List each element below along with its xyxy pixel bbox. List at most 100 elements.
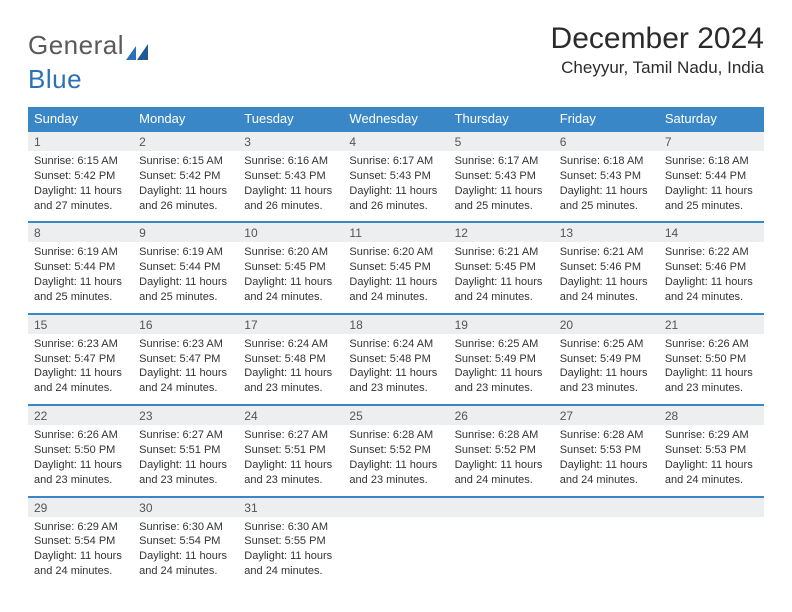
- day-number: 13: [554, 222, 659, 242]
- day-sunrise: Sunrise: 6:16 AM: [244, 154, 337, 169]
- day-d2: and 23 minutes.: [139, 473, 232, 488]
- day-d1: Daylight: 11 hours: [455, 366, 548, 381]
- week-detail-row: Sunrise: 6:23 AM Sunset: 5:47 PM Daylight:…: [28, 334, 764, 405]
- day-detail: Sunrise: 6:19 AMSunset: 5:44 PMDaylight:…: [133, 242, 238, 313]
- day-sunrise: Sunrise: 6:18 AM: [665, 154, 758, 169]
- day-sunset: Sunset: 5:45 PM: [244, 260, 337, 275]
- day-d1: Daylight: 11 hours: [139, 275, 232, 290]
- calendar-page: General December 2024 Cheyyur, Tamil Nad…: [0, 0, 792, 605]
- day-d2: and 26 minutes.: [139, 199, 232, 214]
- day-d1: Daylight: 11 hours: [244, 549, 337, 564]
- day-d2: and 24 minutes.: [560, 290, 653, 305]
- day-d2: and 26 minutes.: [349, 199, 442, 214]
- day-sunset: Sunset: 5:43 PM: [244, 169, 337, 184]
- day-d2: and 24 minutes.: [34, 564, 127, 579]
- day-sunrise: Sunrise: 6:21 AM: [455, 245, 548, 260]
- empty-day: [554, 497, 659, 517]
- day-sunset: Sunset: 5:55 PM: [244, 534, 337, 549]
- day-detail: Sunrise: 6:26 AMSunset: 5:50 PMDaylight:…: [659, 334, 764, 405]
- day-sunrise: Sunrise: 6:27 AM: [244, 428, 337, 443]
- day-d2: and 24 minutes.: [560, 473, 653, 488]
- week-number-row: 293031: [28, 497, 764, 517]
- day-sunset: Sunset: 5:48 PM: [244, 352, 337, 367]
- day-number: 1: [28, 131, 133, 151]
- day-d2: and 23 minutes.: [244, 473, 337, 488]
- day-detail: Sunrise: 6:30 AMSunset: 5:54 PMDaylight:…: [133, 517, 238, 587]
- day-sunrise: Sunrise: 6:23 AM: [34, 337, 127, 352]
- day-sunset: Sunset: 5:43 PM: [349, 169, 442, 184]
- day-d2: and 24 minutes.: [34, 381, 127, 396]
- day-sunset: Sunset: 5:42 PM: [139, 169, 232, 184]
- day-detail: Sunrise: 6:28 AMSunset: 5:53 PMDaylight:…: [554, 425, 659, 496]
- day-sunset: Sunset: 5:44 PM: [34, 260, 127, 275]
- day-detail: Sunrise: 6:28 AMSunset: 5:52 PMDaylight:…: [449, 425, 554, 496]
- day-d1: Daylight: 11 hours: [665, 184, 758, 199]
- day-detail: Sunrise: 6:30 AMSunset: 5:55 PMDaylight:…: [238, 517, 343, 587]
- brand-part1: General: [28, 30, 124, 61]
- day-d2: and 23 minutes.: [244, 381, 337, 396]
- day-d1: Daylight: 11 hours: [244, 458, 337, 473]
- day-sunset: Sunset: 5:54 PM: [139, 534, 232, 549]
- day-sunrise: Sunrise: 6:24 AM: [349, 337, 442, 352]
- day-number: 18: [343, 314, 448, 334]
- day-number: 5: [449, 131, 554, 151]
- dow-saturday: Saturday: [659, 107, 764, 131]
- day-sunrise: Sunrise: 6:27 AM: [139, 428, 232, 443]
- day-sunset: Sunset: 5:50 PM: [34, 443, 127, 458]
- week-number-row: 15161718192021: [28, 314, 764, 334]
- day-detail: Sunrise: 6:20 AMSunset: 5:45 PMDaylight:…: [238, 242, 343, 313]
- day-number: 3: [238, 131, 343, 151]
- day-sunrise: Sunrise: 6:21 AM: [560, 245, 653, 260]
- day-detail: Sunrise: 6:24 AMSunset: 5:48 PMDaylight:…: [238, 334, 343, 405]
- day-sunset: Sunset: 5:54 PM: [34, 534, 127, 549]
- day-d1: Daylight: 11 hours: [665, 366, 758, 381]
- day-detail: Sunrise: 6:17 AMSunset: 5:43 PMDaylight:…: [343, 151, 448, 222]
- empty-day-detail: [343, 517, 448, 587]
- day-d1: Daylight: 11 hours: [34, 275, 127, 290]
- day-sunrise: Sunrise: 6:17 AM: [349, 154, 442, 169]
- day-d1: Daylight: 11 hours: [139, 549, 232, 564]
- day-sunset: Sunset: 5:51 PM: [139, 443, 232, 458]
- day-d1: Daylight: 11 hours: [139, 184, 232, 199]
- day-number: 10: [238, 222, 343, 242]
- day-sunset: Sunset: 5:46 PM: [560, 260, 653, 275]
- day-sunset: Sunset: 5:43 PM: [455, 169, 548, 184]
- day-d1: Daylight: 11 hours: [244, 275, 337, 290]
- day-d2: and 24 minutes.: [139, 381, 232, 396]
- day-sunset: Sunset: 5:42 PM: [34, 169, 127, 184]
- day-d2: and 25 minutes.: [665, 199, 758, 214]
- dow-sunday: Sunday: [28, 107, 133, 131]
- day-number: 15: [28, 314, 133, 334]
- calendar-table: Sunday Monday Tuesday Wednesday Thursday…: [28, 107, 764, 587]
- day-sunset: Sunset: 5:47 PM: [139, 352, 232, 367]
- day-number: 23: [133, 405, 238, 425]
- empty-day: [659, 497, 764, 517]
- day-sunset: Sunset: 5:52 PM: [349, 443, 442, 458]
- week-number-row: 1234567: [28, 131, 764, 151]
- day-number: 17: [238, 314, 343, 334]
- empty-day-detail: [659, 517, 764, 587]
- day-sunrise: Sunrise: 6:26 AM: [665, 337, 758, 352]
- day-sunrise: Sunrise: 6:17 AM: [455, 154, 548, 169]
- day-d1: Daylight: 11 hours: [244, 366, 337, 381]
- day-detail: Sunrise: 6:26 AMSunset: 5:50 PMDaylight:…: [28, 425, 133, 496]
- day-sunrise: Sunrise: 6:18 AM: [560, 154, 653, 169]
- day-d2: and 23 minutes.: [560, 381, 653, 396]
- dow-friday: Friday: [554, 107, 659, 131]
- week-number-row: 891011121314: [28, 222, 764, 242]
- day-detail: Sunrise: 6:17 AMSunset: 5:43 PMDaylight:…: [449, 151, 554, 222]
- day-detail: Sunrise: 6:28 AMSunset: 5:52 PMDaylight:…: [343, 425, 448, 496]
- day-detail: Sunrise: 6:18 AMSunset: 5:44 PMDaylight:…: [659, 151, 764, 222]
- day-sunrise: Sunrise: 6:29 AM: [665, 428, 758, 443]
- day-number: 22: [28, 405, 133, 425]
- day-detail: Sunrise: 6:29 AMSunset: 5:54 PMDaylight:…: [28, 517, 133, 587]
- day-detail: Sunrise: 6:27 AMSunset: 5:51 PMDaylight:…: [238, 425, 343, 496]
- day-sunrise: Sunrise: 6:30 AM: [139, 520, 232, 535]
- day-sunset: Sunset: 5:53 PM: [665, 443, 758, 458]
- day-sunset: Sunset: 5:43 PM: [560, 169, 653, 184]
- day-d2: and 24 minutes.: [349, 290, 442, 305]
- day-d1: Daylight: 11 hours: [665, 275, 758, 290]
- title-block: December 2024 Cheyyur, Tamil Nadu, India: [551, 22, 764, 78]
- dow-tuesday: Tuesday: [238, 107, 343, 131]
- day-d1: Daylight: 11 hours: [34, 184, 127, 199]
